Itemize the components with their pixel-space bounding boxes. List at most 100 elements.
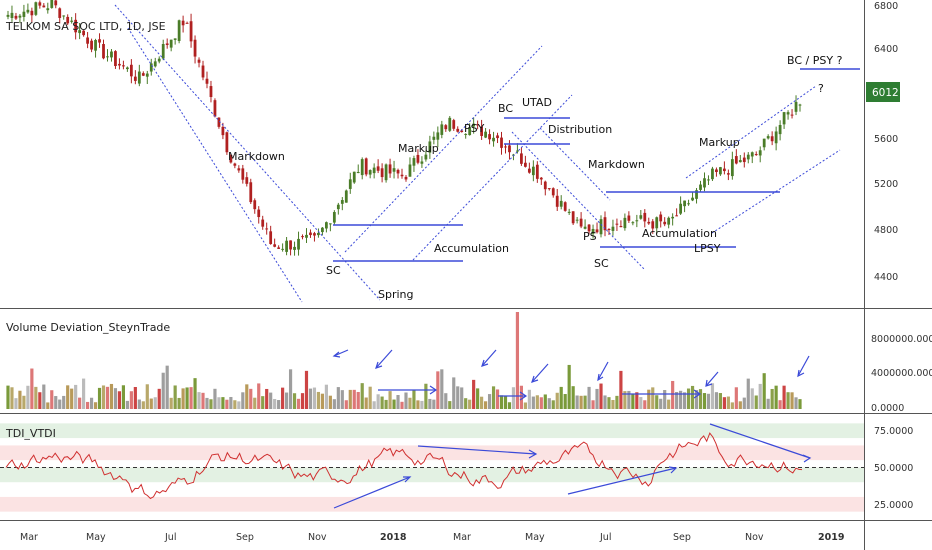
volume-bar <box>213 388 217 409</box>
tdi-panel-title: TDI_VTDI <box>5 427 56 440</box>
time-tick: Nov <box>308 532 327 543</box>
volume-bar <box>762 373 766 409</box>
candle <box>524 155 527 168</box>
volume-bar <box>595 388 599 409</box>
volume-bars <box>6 312 802 409</box>
volume-bar <box>778 400 782 409</box>
volume-bar <box>308 388 313 409</box>
candle <box>615 218 619 231</box>
volume-bar <box>487 394 492 409</box>
volume-bar <box>647 389 651 409</box>
candle <box>651 219 655 234</box>
candle <box>245 172 249 187</box>
volume-bar <box>563 394 567 409</box>
volume-bar <box>360 383 364 409</box>
candle <box>380 163 384 183</box>
time-tick: May <box>86 532 106 543</box>
candle <box>106 49 109 62</box>
volume-bar <box>499 395 504 409</box>
volume-bar <box>145 384 149 409</box>
volume-bar <box>440 369 444 409</box>
volume-bar <box>173 385 177 409</box>
candle <box>667 216 671 229</box>
volume-bar <box>472 379 476 409</box>
volume-bar <box>750 388 754 409</box>
candle <box>635 214 639 228</box>
chart-title: TELKOM SA SOC LTD, 1D, JSE <box>5 20 166 33</box>
volume-bar <box>388 391 392 409</box>
volume-bar <box>551 400 555 409</box>
candle <box>400 168 404 179</box>
candle <box>161 39 165 61</box>
candle <box>66 14 70 26</box>
candle <box>551 187 555 198</box>
candle <box>82 30 85 37</box>
volume-bar <box>591 400 595 409</box>
candle <box>185 21 189 24</box>
candle <box>742 152 746 168</box>
volume-bar <box>663 390 667 409</box>
candle <box>480 119 483 140</box>
candle <box>241 164 245 184</box>
candle <box>575 216 579 224</box>
candle <box>531 160 535 182</box>
candle <box>794 95 798 116</box>
volume-bar <box>265 388 269 409</box>
volume-bar <box>62 395 66 409</box>
volume-bar <box>571 386 575 409</box>
candle <box>54 0 58 9</box>
candle <box>141 71 145 77</box>
candle <box>647 217 651 225</box>
candle <box>508 140 511 160</box>
volume-bar <box>376 394 380 409</box>
tdi-band <box>0 496 864 512</box>
candle <box>420 156 424 168</box>
volume-bar <box>245 384 249 409</box>
volume-bar <box>6 385 10 409</box>
candle <box>679 196 682 215</box>
volume-bar <box>404 392 408 409</box>
label-markdown-2: Markdown <box>588 158 645 171</box>
candle <box>579 212 583 229</box>
downtrend-channel-line <box>511 131 646 271</box>
candle <box>603 211 607 237</box>
volume-bar <box>82 378 86 409</box>
time-tick: Nov <box>745 532 764 543</box>
candle <box>368 169 372 179</box>
volume-bar <box>523 402 527 409</box>
label-markdown-1: Markdown <box>228 150 285 163</box>
candle <box>348 172 352 194</box>
volume-bar <box>221 397 225 409</box>
candle <box>711 166 714 182</box>
volume-bar <box>659 398 663 409</box>
volume-bar <box>66 385 70 409</box>
volume-bar <box>770 388 774 409</box>
volume-bar <box>726 396 730 409</box>
label-bc-psy: BC / PSY ? <box>787 54 843 67</box>
candle <box>269 225 273 245</box>
candle <box>504 143 507 154</box>
volume-bar <box>527 389 531 409</box>
candle <box>448 116 452 133</box>
candle <box>392 160 396 179</box>
label-distribution: Distribution <box>548 123 612 136</box>
volume-bar <box>623 391 627 409</box>
volume-bar <box>790 392 794 409</box>
volume-bar <box>249 388 253 409</box>
candle <box>563 201 567 212</box>
candle <box>559 195 563 210</box>
candle <box>30 7 34 23</box>
candle <box>500 131 503 155</box>
volume-bar <box>197 392 201 409</box>
volume-bar <box>292 393 297 409</box>
volume-bar <box>129 391 133 409</box>
candle <box>452 118 456 131</box>
candle <box>157 56 161 64</box>
volume-tick: 0.0000 <box>871 403 904 414</box>
volume-axis: 8000000.0000 4000000.0000 0.0000 <box>871 334 932 414</box>
tdi-series-line <box>5 432 803 500</box>
volume-bar <box>782 385 786 409</box>
candle <box>782 111 786 129</box>
candle <box>520 147 523 166</box>
volume-bar <box>794 397 798 409</box>
